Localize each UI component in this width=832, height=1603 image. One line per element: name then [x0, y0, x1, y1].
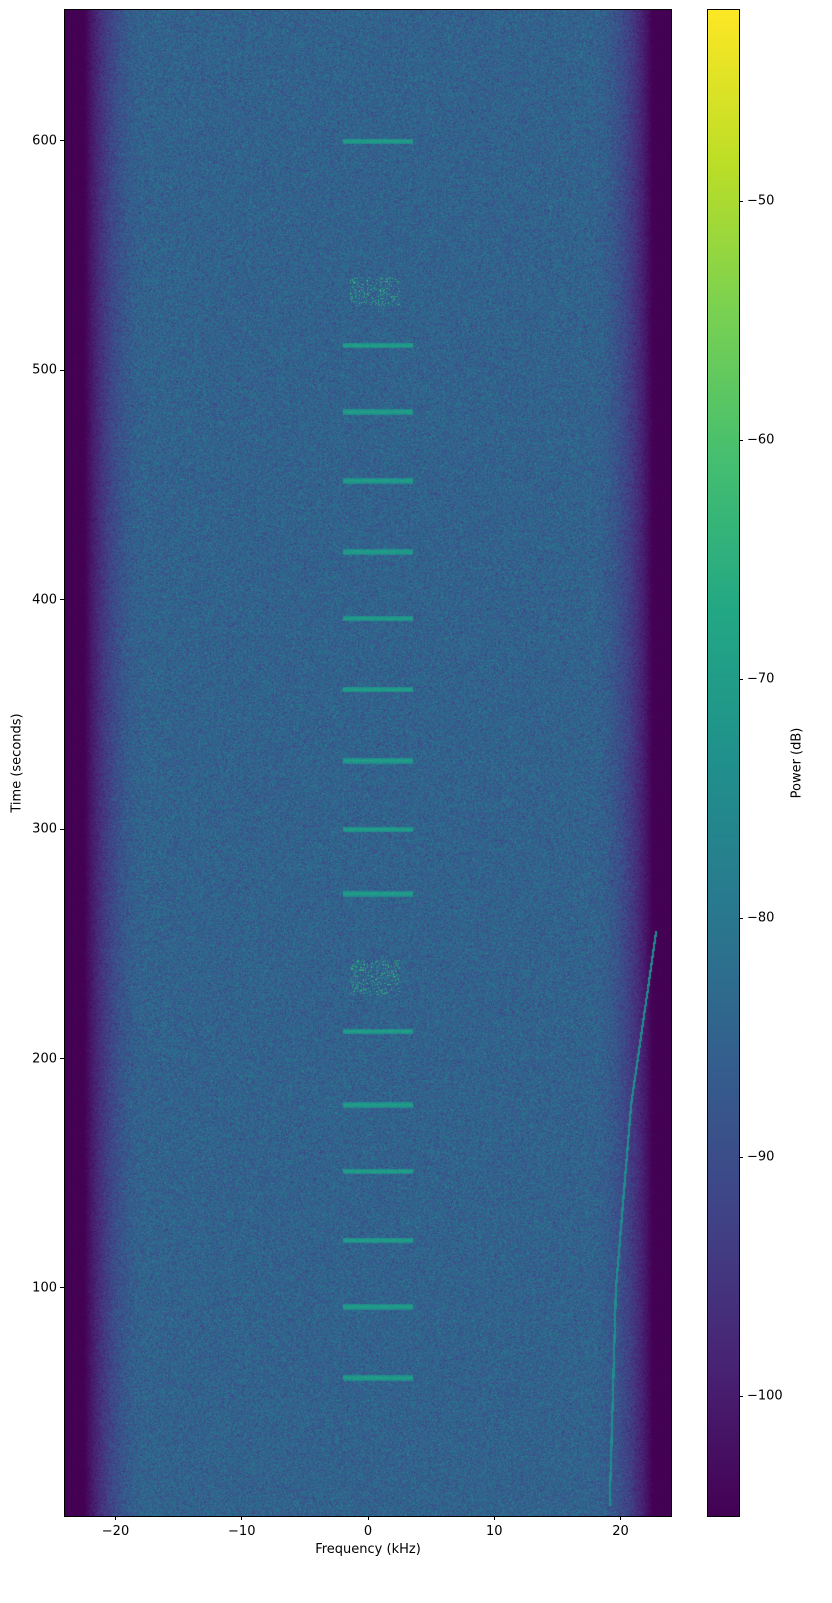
colorbar-tick-label: −80 [747, 910, 775, 926]
y-tick-label: 600 [32, 133, 57, 149]
x-tick-label: 10 [485, 1524, 503, 1539]
colorbar-tick-mark [739, 1156, 743, 1158]
colorbar-tick-label: −60 [747, 432, 775, 448]
spectrogram-heatmap [65, 10, 671, 1516]
colorbar-tick-mark [739, 917, 743, 919]
colorbar [707, 9, 740, 1517]
colorbar-tick-label: −90 [747, 1149, 775, 1165]
y-tick-label: 500 [32, 362, 57, 378]
colorbar-tick-label: −100 [747, 1388, 783, 1404]
y-tick-label: 200 [32, 1051, 57, 1066]
x-tick-label: −20 [101, 1524, 130, 1539]
x-tick-mark [620, 1516, 621, 1520]
x-tick-mark [115, 1516, 116, 1520]
colorbar-tick-mark [739, 200, 743, 202]
colorbar-tick-mark [739, 1395, 743, 1397]
x-tick-mark [241, 1516, 243, 1520]
colorbar-tick-mark [739, 439, 743, 441]
y-tick-mark [60, 1287, 64, 1289]
y-tick-label: 300 [32, 821, 57, 837]
y-tick-mark [60, 140, 64, 142]
spectrogram-plot-area [64, 9, 672, 1517]
colorbar-tick-mark [739, 678, 743, 680]
x-axis-label: Frequency (kHz) [315, 1542, 421, 1557]
colorbar-label: Power (dB) [789, 727, 805, 799]
colorbar-tick-label: −50 [747, 193, 775, 209]
y-tick-label: 400 [32, 592, 57, 608]
y-tick-mark [60, 1058, 64, 1059]
colorbar-tick-label: −70 [747, 671, 775, 687]
y-tick-mark [60, 369, 64, 371]
x-tick-mark [367, 1516, 369, 1520]
y-tick-label: 100 [32, 1280, 57, 1296]
y-axis-label: Time (seconds) [9, 713, 25, 813]
colorbar-gradient [708, 10, 739, 1516]
y-tick-mark [60, 828, 64, 830]
x-tick-label: 20 [612, 1524, 629, 1539]
x-tick-label: −10 [228, 1524, 256, 1539]
x-tick-mark [493, 1516, 495, 1520]
x-tick-label: 0 [363, 1524, 373, 1539]
y-tick-mark [60, 599, 64, 601]
